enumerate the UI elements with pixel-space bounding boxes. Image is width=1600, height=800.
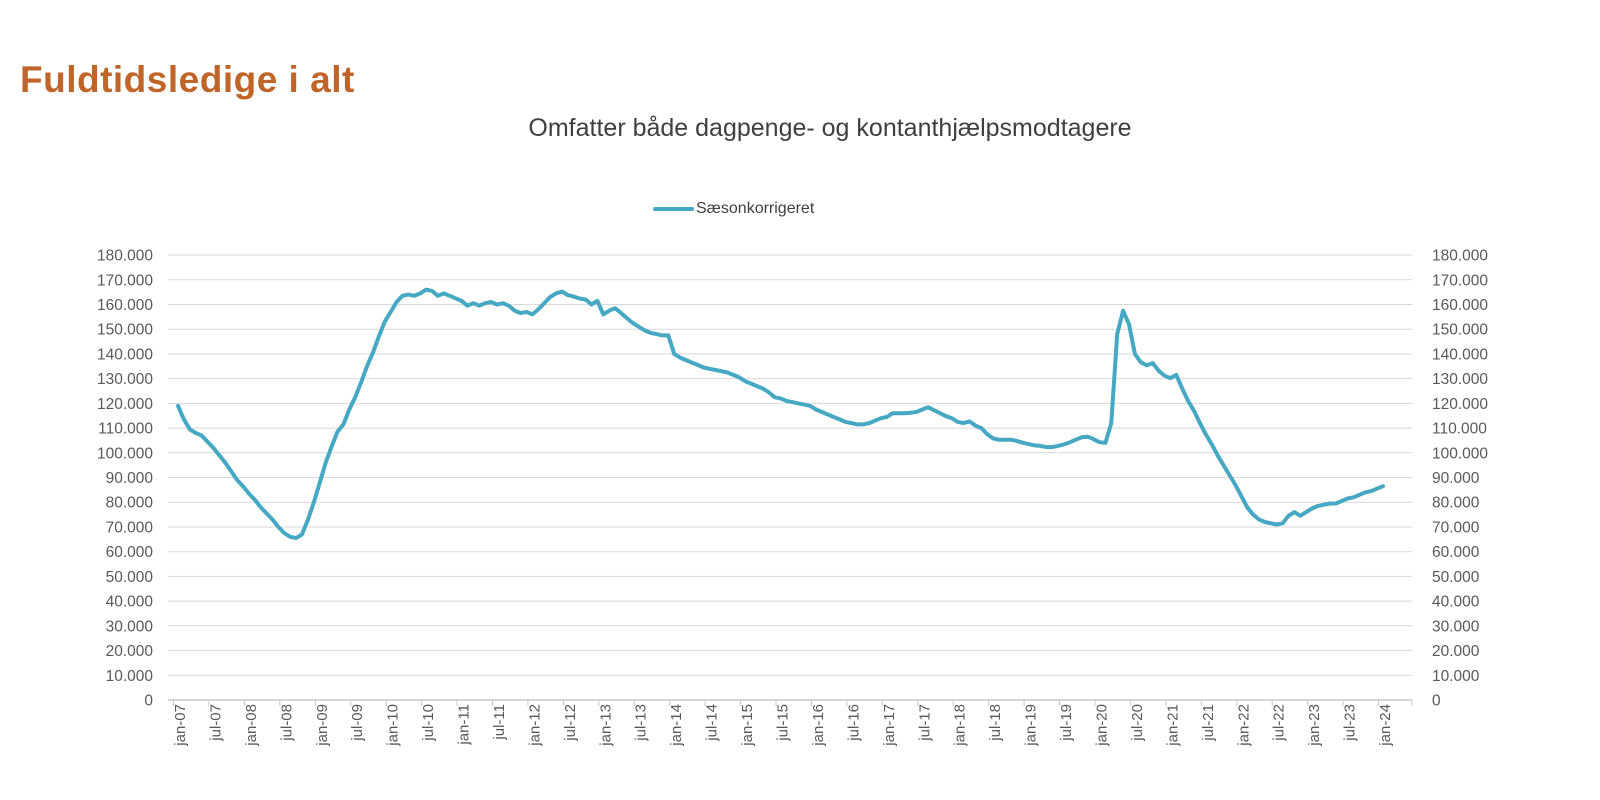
svg-text:jan-09: jan-09 <box>314 704 331 747</box>
svg-text:40.000: 40.000 <box>106 594 154 611</box>
svg-text:130.000: 130.000 <box>97 371 153 388</box>
svg-text:jan-18: jan-18 <box>952 704 969 747</box>
svg-text:60.000: 60.000 <box>1432 544 1480 561</box>
svg-text:0: 0 <box>1432 693 1441 710</box>
svg-text:jan-19: jan-19 <box>1023 704 1040 747</box>
svg-text:jul-21: jul-21 <box>1200 704 1217 742</box>
svg-text:120.000: 120.000 <box>97 396 153 413</box>
svg-text:jan-10: jan-10 <box>385 704 402 747</box>
svg-text:20.000: 20.000 <box>106 643 154 660</box>
svg-text:jan-13: jan-13 <box>597 704 614 747</box>
legend-line-swatch <box>653 206 694 212</box>
legend-label: Sæsonkorrigeret <box>696 200 815 217</box>
svg-text:jan-15: jan-15 <box>739 704 756 747</box>
svg-text:90.000: 90.000 <box>1432 470 1480 487</box>
svg-text:jul-22: jul-22 <box>1271 704 1288 742</box>
svg-text:jan-23: jan-23 <box>1306 704 1323 747</box>
svg-text:jan-08: jan-08 <box>243 704 260 747</box>
svg-text:30.000: 30.000 <box>106 618 154 635</box>
svg-text:180.000: 180.000 <box>97 248 153 265</box>
svg-text:120.000: 120.000 <box>1432 396 1488 413</box>
svg-text:20.000: 20.000 <box>1432 643 1480 660</box>
svg-text:jan-24: jan-24 <box>1377 704 1394 747</box>
svg-text:jul-11: jul-11 <box>491 704 508 741</box>
svg-text:jul-17: jul-17 <box>916 704 933 742</box>
svg-text:50.000: 50.000 <box>1432 569 1480 586</box>
svg-text:jul-14: jul-14 <box>704 704 721 742</box>
legend: Sæsonkorrigeret <box>653 200 814 218</box>
svg-text:150.000: 150.000 <box>97 322 153 339</box>
svg-text:40.000: 40.000 <box>1432 594 1480 611</box>
svg-text:170.000: 170.000 <box>97 272 153 289</box>
svg-text:jul-15: jul-15 <box>775 704 792 742</box>
svg-text:jul-16: jul-16 <box>845 704 862 742</box>
svg-text:10.000: 10.000 <box>1432 668 1480 685</box>
svg-text:jul-12: jul-12 <box>562 704 579 742</box>
svg-text:jan-17: jan-17 <box>881 704 898 747</box>
svg-text:90.000: 90.000 <box>106 470 154 487</box>
svg-text:jul-09: jul-09 <box>349 704 366 742</box>
svg-text:jan-20: jan-20 <box>1094 704 1111 747</box>
svg-text:jul-20: jul-20 <box>1129 704 1146 742</box>
svg-text:0: 0 <box>144 693 153 710</box>
svg-text:10.000: 10.000 <box>106 668 154 685</box>
page-title: Fuldtidsledige i alt <box>20 58 355 100</box>
svg-text:80.000: 80.000 <box>1432 495 1480 512</box>
svg-text:jul-18: jul-18 <box>987 704 1004 742</box>
svg-text:jan-12: jan-12 <box>526 704 543 747</box>
svg-text:100.000: 100.000 <box>1432 445 1488 462</box>
svg-text:130.000: 130.000 <box>1432 371 1488 388</box>
svg-text:jan-11: jan-11 <box>456 704 473 746</box>
svg-text:170.000: 170.000 <box>1432 272 1488 289</box>
svg-text:jul-08: jul-08 <box>278 704 295 742</box>
svg-text:jan-14: jan-14 <box>668 704 685 747</box>
svg-text:80.000: 80.000 <box>106 495 154 512</box>
svg-text:150.000: 150.000 <box>1432 322 1488 339</box>
svg-text:100.000: 100.000 <box>97 445 153 462</box>
svg-text:160.000: 160.000 <box>1432 297 1488 314</box>
svg-text:180.000: 180.000 <box>1432 248 1488 265</box>
svg-text:jan-16: jan-16 <box>810 704 827 747</box>
svg-text:jul-13: jul-13 <box>633 704 650 742</box>
svg-text:50.000: 50.000 <box>106 569 154 586</box>
svg-text:70.000: 70.000 <box>1432 520 1480 537</box>
svg-text:140.000: 140.000 <box>97 346 153 363</box>
svg-text:jul-19: jul-19 <box>1058 704 1075 742</box>
chart-title: Omfatter både dagpenge- og kontanthjælps… <box>528 114 1132 142</box>
svg-text:60.000: 60.000 <box>106 544 154 561</box>
svg-text:140.000: 140.000 <box>1432 346 1488 363</box>
svg-text:70.000: 70.000 <box>106 520 154 537</box>
svg-text:160.000: 160.000 <box>97 297 153 314</box>
svg-text:110.000: 110.000 <box>1432 421 1487 438</box>
svg-text:30.000: 30.000 <box>1432 618 1480 635</box>
svg-text:jan-22: jan-22 <box>1235 704 1252 747</box>
svg-text:jul-10: jul-10 <box>420 704 437 742</box>
svg-text:jan-07: jan-07 <box>172 704 189 747</box>
svg-text:jul-23: jul-23 <box>1342 704 1359 742</box>
svg-text:110.000: 110.000 <box>98 421 153 438</box>
svg-text:jan-21: jan-21 <box>1164 704 1181 747</box>
svg-text:jul-07: jul-07 <box>207 704 224 742</box>
